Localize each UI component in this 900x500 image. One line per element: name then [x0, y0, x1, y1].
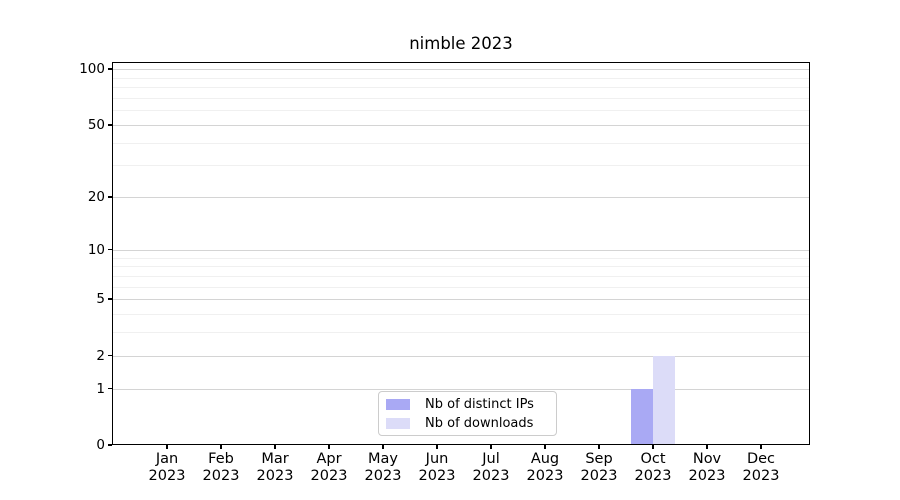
legend-item-downloads: Nb of downloads: [386, 416, 548, 431]
major-gridline: [113, 388, 809, 390]
x-tick-mark: [490, 445, 492, 449]
x-tick-label: Apr 2023: [310, 451, 348, 484]
x-tick-mark: [652, 445, 654, 449]
y-tick-label: 50: [87, 116, 105, 133]
x-tick-label: Dec 2023: [742, 451, 780, 484]
y-tick-label: 0: [96, 437, 105, 453]
minor-gridline: [113, 257, 809, 259]
bar-nb-of-downloads-oct: [653, 355, 675, 444]
major-gridline: [113, 249, 809, 251]
minor-gridline: [113, 286, 809, 288]
y-tick-mark: [108, 444, 112, 446]
x-tick-label: Aug 2023: [526, 451, 564, 484]
legend-item-distinct-ips: Nb of distinct IPs: [386, 397, 548, 412]
legend-swatch-distinct-ips: [386, 398, 410, 410]
x-tick-label: Nov 2023: [688, 451, 726, 484]
y-tick-mark: [108, 196, 112, 198]
minor-gridline: [113, 275, 809, 277]
legend-label-distinct-ips: Nb of distinct IPs: [425, 396, 534, 412]
legend-swatch-downloads: [386, 417, 410, 429]
minor-gridline: [113, 332, 809, 334]
x-tick-label: Sep 2023: [580, 451, 618, 484]
x-tick-mark: [220, 445, 222, 449]
x-tick-mark: [328, 445, 330, 449]
major-gridline: [113, 124, 809, 126]
y-tick-mark: [108, 124, 112, 126]
y-tick-mark: [108, 298, 112, 300]
x-tick-label: Jun 2023: [418, 451, 456, 484]
x-tick-mark: [598, 445, 600, 449]
x-tick-label: Feb 2023: [202, 451, 240, 484]
bar-nb-of-distinct-ips-oct: [631, 388, 653, 444]
y-tick-label: 2: [96, 347, 105, 364]
x-tick-mark: [760, 445, 762, 449]
y-tick-label: 1: [96, 380, 105, 397]
minor-gridline: [113, 110, 809, 112]
minor-gridline: [113, 77, 809, 79]
major-gridline: [113, 69, 809, 71]
minor-gridline: [113, 266, 809, 268]
y-tick-label: 10: [87, 241, 105, 258]
x-tick-mark: [274, 445, 276, 449]
minor-gridline: [113, 97, 809, 99]
y-tick-label: 5: [96, 291, 105, 308]
x-tick-mark: [544, 445, 546, 449]
legend: Nb of distinct IPs Nb of downloads: [378, 391, 557, 436]
y-tick-mark: [108, 354, 112, 357]
y-tick-label: 100: [79, 61, 105, 78]
x-tick-mark: [436, 445, 438, 449]
major-gridline: [113, 355, 809, 357]
y-tick-label: 20: [87, 189, 105, 206]
plot-area: 0 1 2 5 10 20 50 100 Jan 2023 Feb 2023 Mar 2023 Apr…: [79, 62, 810, 484]
x-tick-label: Oct 2023: [634, 451, 672, 484]
x-tick-label: Mar 2023: [256, 451, 294, 484]
y-tick-mark: [108, 249, 112, 251]
x-tick-mark: [706, 445, 708, 449]
y-tick-mark: [108, 68, 112, 70]
legend-label-downloads: Nb of downloads: [425, 415, 534, 431]
x-tick-mark: [166, 445, 168, 449]
x-tick-label: Jul 2023: [472, 451, 510, 484]
major-gridline: [113, 299, 809, 301]
chart-title: nimble 2023: [409, 34, 513, 53]
minor-gridline: [113, 142, 809, 144]
major-gridline: [113, 197, 809, 199]
minor-gridline: [113, 165, 809, 167]
x-tick-mark: [382, 445, 384, 449]
x-tick-label: Jan 2023: [148, 451, 186, 484]
x-tick-label: May 2023: [364, 451, 402, 484]
minor-gridline: [113, 87, 809, 89]
y-tick-mark: [108, 387, 112, 390]
minor-gridline: [113, 313, 809, 315]
